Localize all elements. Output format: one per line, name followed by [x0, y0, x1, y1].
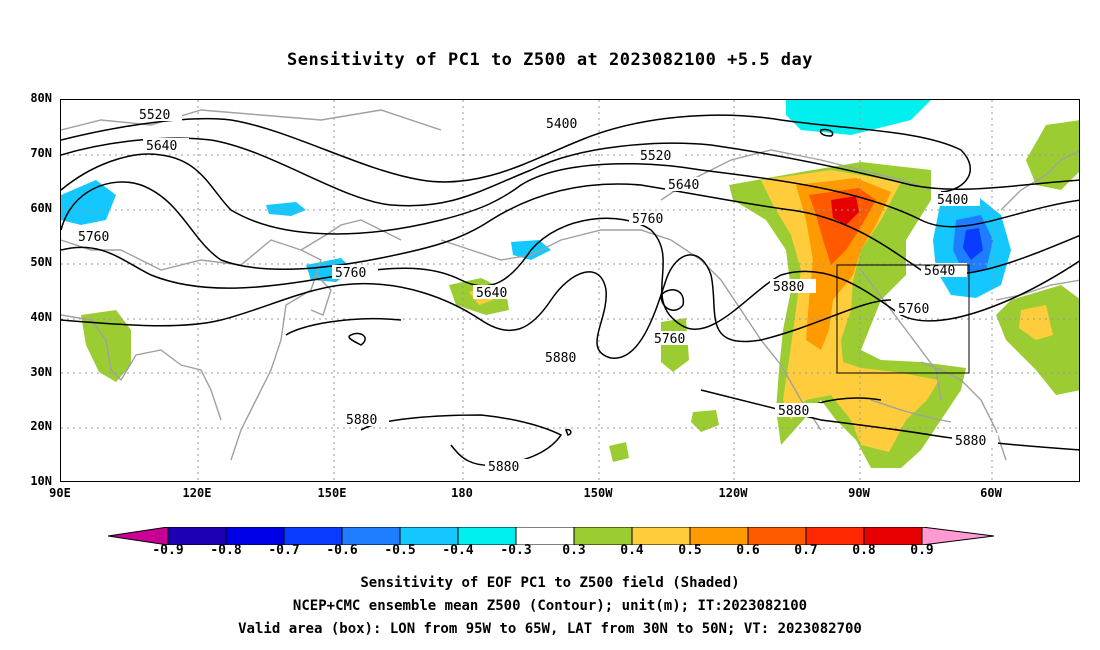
contour-label: 5760 — [898, 302, 929, 317]
map-panel: 5520 5640 5760 5400 5520 5640 5760 5640 … — [60, 99, 1080, 482]
colorbar-label: 0.8 — [852, 543, 876, 558]
contour-label: 5640 — [668, 178, 699, 193]
colorbar-label: 0.7 — [794, 543, 818, 558]
lon-label-180: 180 — [451, 486, 473, 500]
colorbar-high-arrow — [921, 527, 994, 545]
contour-label: 5640 — [146, 139, 177, 154]
lon-label-60w: 60W — [980, 486, 1002, 500]
colorbar-label: -0.4 — [442, 543, 474, 558]
colorbar — [108, 527, 994, 545]
valid-area-box — [836, 264, 970, 374]
contour-label: 5880 — [955, 434, 986, 449]
contour-labels: 5520 5640 5760 5400 5520 5640 5760 5640 … — [75, 107, 998, 475]
lon-label-150e: 150E — [317, 486, 347, 500]
colorbar-label: -0.7 — [268, 543, 300, 558]
colorbar-label: 0.9 — [910, 543, 934, 558]
z500-contours — [61, 114, 1079, 467]
contour-label: 5760 — [78, 230, 109, 245]
colorbar-label: -0.3 — [500, 543, 532, 558]
positive-sensitivity-india — [81, 310, 131, 382]
lat-label-20n: 20N — [30, 419, 52, 433]
colorbar-label: 0.6 — [736, 543, 760, 558]
contour-label: 5880 — [773, 280, 804, 295]
colorbar-label: -0.5 — [384, 543, 416, 558]
colorbar-label: -0.8 — [210, 543, 242, 558]
lat-label-80n: 80N — [30, 91, 52, 105]
colorbar-label: 0.3 — [562, 543, 586, 558]
colorbar-label: -0.9 — [152, 543, 184, 558]
negative-sensitivity-japan — [266, 202, 306, 216]
contour-label: 5400 — [546, 117, 577, 132]
contour-label: 5880 — [488, 460, 519, 475]
contour-label: 5520 — [139, 108, 170, 123]
contour-label: 5760 — [632, 212, 663, 227]
caption-contour: NCEP+CMC ensemble mean Z500 (Contour); u… — [292, 598, 808, 614]
lat-label-30n: 30N — [30, 365, 52, 379]
contour-label: 5520 — [640, 149, 671, 164]
positive-sensitivity-africa-core — [1019, 305, 1053, 340]
negative-sensitivity-arctic — [786, 100, 931, 135]
map-title: Sensitivity of PC1 to Z500 at 2023082100… — [286, 50, 813, 70]
positive-sensitivity-pacific-south — [609, 442, 629, 462]
lon-label-150w: 150W — [583, 486, 613, 500]
negative-sensitivity-asia — [61, 180, 116, 225]
contour-label: 5400 — [937, 193, 968, 208]
colorbar-label: 0.4 — [620, 543, 644, 558]
lat-label-10n: 10N — [30, 474, 52, 488]
colorbar-label: 0.5 — [678, 543, 702, 558]
colorbar-label: -0.6 — [326, 543, 358, 558]
lat-label-60n: 60N — [30, 201, 52, 215]
caption-valid-area: Valid area (box): LON from 95W to 65W, L… — [238, 621, 862, 637]
caption-shaded: Sensitivity of EOF PC1 to Z500 field (Sh… — [360, 575, 740, 591]
sensitivity-shading — [61, 100, 1079, 468]
lon-label-90w: 90W — [848, 486, 870, 500]
positive-sensitivity-07 — [831, 196, 859, 225]
contour-label: 5880 — [545, 351, 576, 366]
contour-label: 5880 — [346, 413, 377, 428]
positive-sensitivity-africa — [996, 285, 1079, 395]
negative-sensitivity-atlantic-center — [963, 228, 983, 260]
coastlines — [61, 109, 1079, 461]
positive-sensitivity-06 — [809, 188, 876, 265]
contour-label: 5640 — [476, 286, 507, 301]
lat-label-70n: 70N — [30, 146, 52, 160]
lon-label-90e: 90E — [49, 486, 71, 500]
lon-label-120w: 120W — [718, 486, 748, 500]
contour-label: 5760 — [654, 332, 685, 347]
lon-label-120e: 120E — [182, 486, 212, 500]
lat-label-50n: 50N — [30, 255, 52, 269]
positive-sensitivity-mexico — [691, 410, 719, 432]
contour-label: 5880 — [778, 404, 809, 419]
contour-label: 5760 — [335, 266, 366, 281]
map-canvas: 5520 5640 5760 5400 5520 5640 5760 5640 … — [61, 100, 1079, 481]
lat-label-40n: 40N — [30, 310, 52, 324]
contour-label: 5640 — [924, 264, 955, 279]
positive-sensitivity-04 — [761, 170, 939, 452]
